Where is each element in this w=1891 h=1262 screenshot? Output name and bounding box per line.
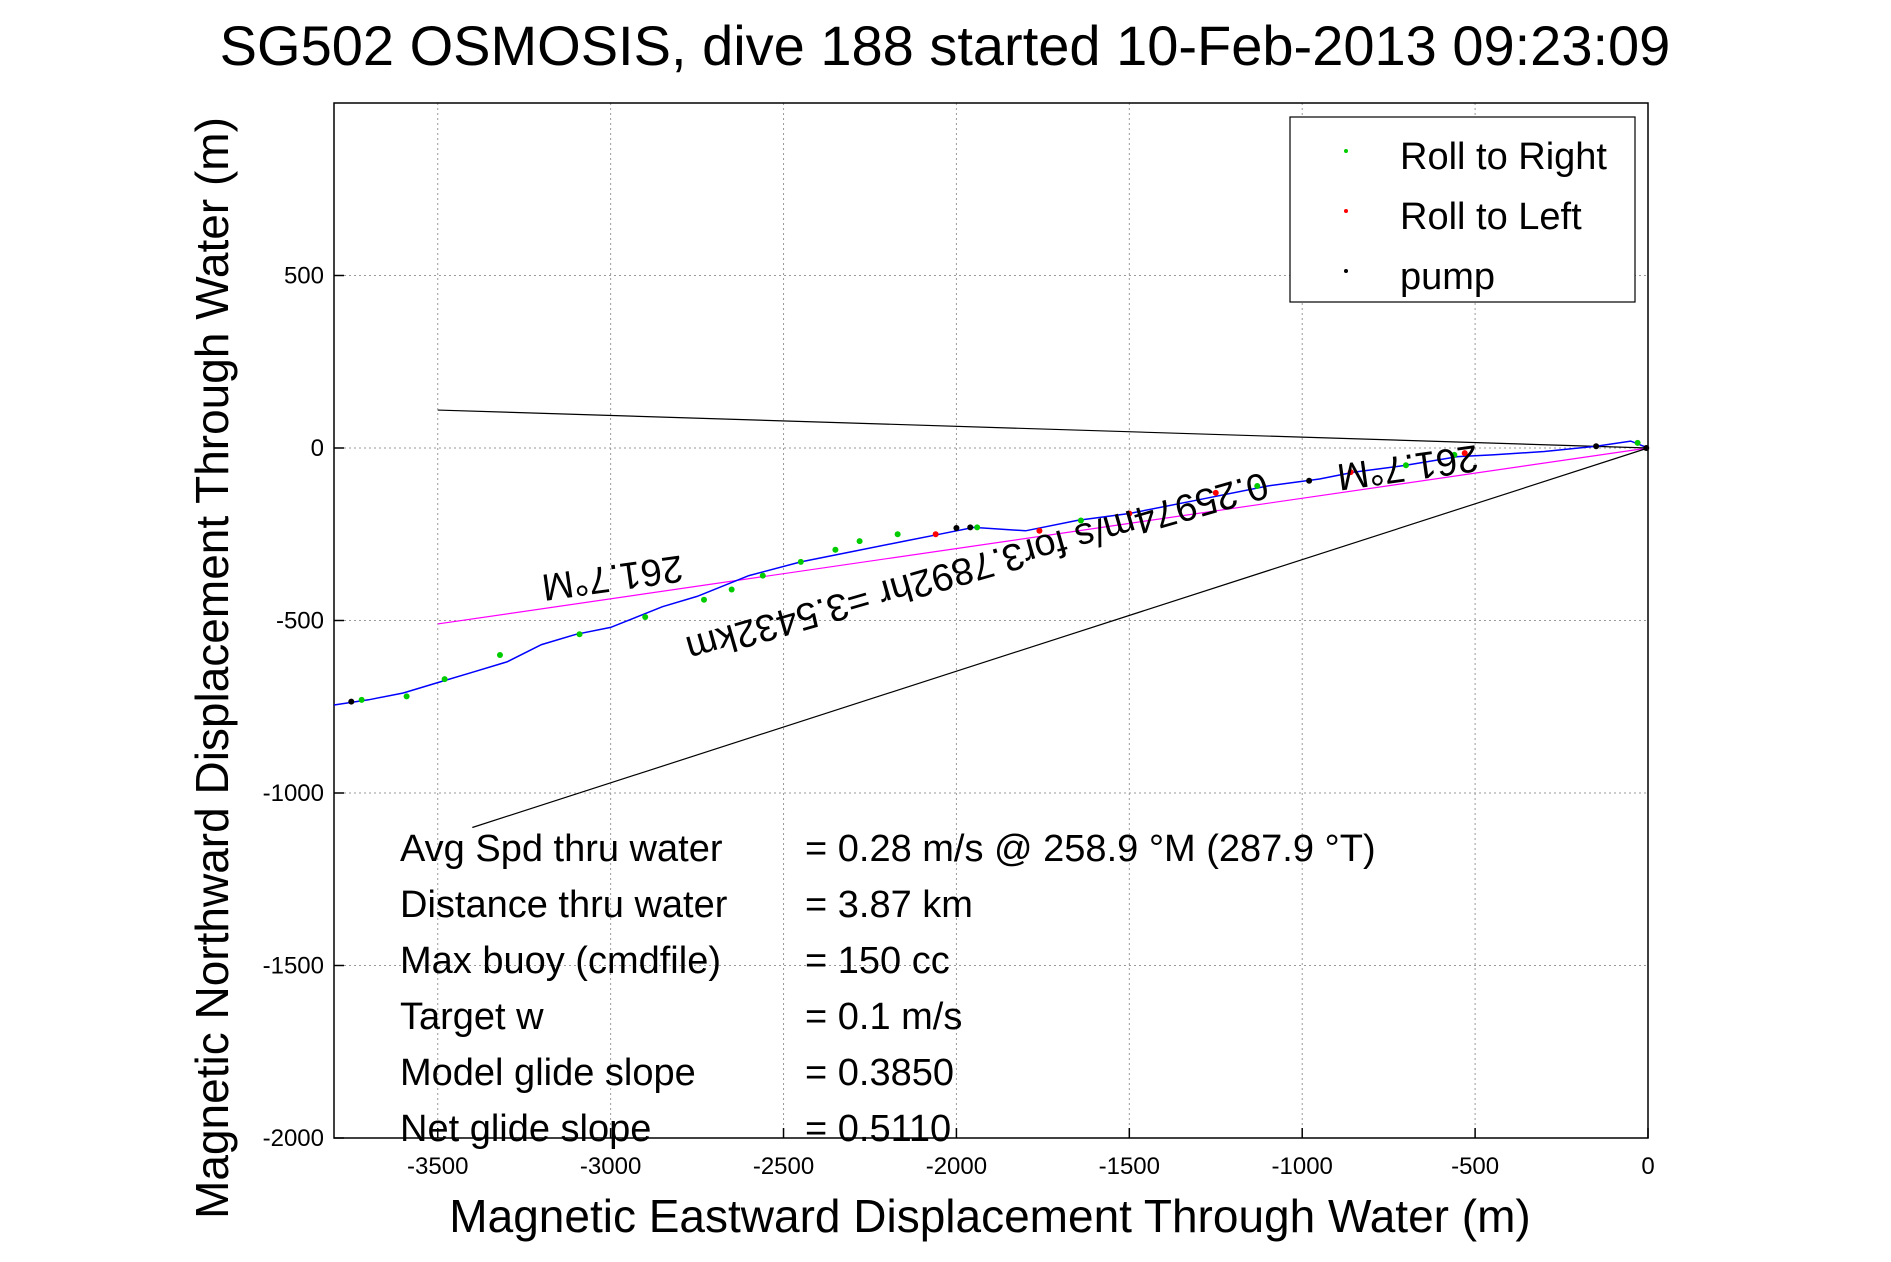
roll-right-point bbox=[728, 586, 735, 593]
heading-label: 261.7°M bbox=[539, 547, 685, 608]
y-tick-label: -1000 bbox=[263, 780, 324, 807]
y-tick-label: -2000 bbox=[263, 1125, 324, 1152]
roll-right-point bbox=[1402, 462, 1409, 469]
annotation-label: Net glide slope bbox=[400, 1108, 651, 1150]
x-tick-label: -2500 bbox=[753, 1153, 814, 1180]
annotation-label: Model glide slope bbox=[400, 1052, 696, 1094]
annotation-label: Target w bbox=[400, 996, 544, 1038]
legend-entry-label: pump bbox=[1400, 256, 1495, 298]
heading-line bbox=[437, 447, 1649, 625]
roll-right-point bbox=[1077, 517, 1084, 524]
roll-right-point bbox=[1634, 439, 1641, 446]
roll-right-point bbox=[403, 693, 410, 700]
annotation-value: = 0.28 m/s @ 258.9 °M (287.9 °T) bbox=[805, 828, 1376, 870]
annotation-label: Max buoy (cmdfile) bbox=[400, 940, 721, 982]
heading-label: 0.2597​4m/s for3.7892hr =3.5432km bbox=[681, 463, 1272, 670]
reference-lines bbox=[437, 409, 1649, 829]
x-axis-label: Magnetic Eastward Displacement Through W… bbox=[449, 1190, 1530, 1242]
roll-right-point bbox=[576, 631, 583, 638]
x-tick-label: -500 bbox=[1451, 1153, 1499, 1180]
annotation-label: Distance thru water bbox=[400, 884, 728, 926]
pump-point bbox=[953, 525, 960, 532]
end-ray-line bbox=[472, 447, 1649, 829]
roll-right-point bbox=[358, 696, 365, 703]
y-axis-ticks: -2000 -1500 -1000 -500 0 500 bbox=[263, 263, 344, 1152]
legend-marker bbox=[1344, 149, 1348, 153]
y-axis-label: Magnetic Northward Displacement Through … bbox=[186, 117, 238, 1219]
legend-marker bbox=[1344, 269, 1348, 273]
roll-left-point bbox=[1347, 469, 1354, 476]
roll-right-point bbox=[1254, 482, 1261, 489]
chart-title: SG502 OSMOSIS, dive 188 started 10-Feb-2… bbox=[220, 14, 1671, 77]
y-tick-label: 0 bbox=[311, 435, 324, 462]
pump-point bbox=[967, 524, 974, 531]
roll-right-point bbox=[832, 546, 839, 553]
x-tick-label: -2000 bbox=[926, 1153, 987, 1180]
roll-left-point bbox=[1212, 489, 1219, 496]
pump-point bbox=[1593, 443, 1600, 450]
x-tick-label: -3000 bbox=[580, 1153, 641, 1180]
dive-track-line bbox=[333, 440, 1649, 706]
pump-point bbox=[1643, 445, 1650, 451]
roll-left-point bbox=[1126, 510, 1133, 517]
legend-marker bbox=[1344, 209, 1348, 213]
annotation-label: Avg Spd thru water bbox=[400, 828, 723, 870]
legend: Roll to Right Roll to Left pump bbox=[1289, 116, 1636, 303]
roll-right-point bbox=[700, 596, 707, 603]
y-tick-label: -1500 bbox=[263, 953, 324, 980]
pump-point bbox=[1306, 477, 1313, 484]
x-axis-ticks: -3500 -3000 -2500 -2000 -1500 -1000 -500 0 bbox=[407, 1128, 1655, 1180]
annotation-value: = 3.87 km bbox=[805, 884, 973, 926]
x-tick-label: -1000 bbox=[1272, 1153, 1333, 1180]
annotation-value: = 0.3850 bbox=[805, 1052, 954, 1094]
pump-point bbox=[348, 698, 355, 705]
roll-left-point bbox=[1461, 450, 1468, 457]
annotation-value: = 150 cc bbox=[805, 940, 950, 982]
roll-left-point bbox=[1036, 527, 1043, 534]
legend-entry-label: Roll to Right bbox=[1400, 136, 1607, 178]
roll-left-point bbox=[932, 531, 939, 538]
roll-right-point bbox=[759, 572, 766, 579]
y-tick-label: 500 bbox=[284, 263, 324, 290]
x-tick-label: -3500 bbox=[407, 1153, 468, 1180]
marker-points bbox=[348, 439, 1650, 705]
x-tick-label: 0 bbox=[1641, 1153, 1654, 1180]
start-ray-line bbox=[437, 409, 1649, 449]
roll-right-point bbox=[856, 538, 863, 545]
annotation-value: = 0.1 m/s bbox=[805, 996, 962, 1038]
heading-label: 261.7°M bbox=[1334, 436, 1480, 497]
heading-labels: 261.7°M0.2597​4m/s for3.7892hr =3.5432km… bbox=[539, 436, 1481, 670]
roll-right-point bbox=[797, 558, 804, 565]
stats-annotations: Avg Spd thru water = 0.28 m/s @ 258.9 °M … bbox=[400, 828, 1376, 1150]
annotation-value: = 0.5110 bbox=[805, 1108, 951, 1150]
x-tick-label: -1500 bbox=[1099, 1153, 1160, 1180]
roll-right-point bbox=[894, 531, 901, 538]
roll-right-point bbox=[496, 652, 503, 658]
roll-right-point bbox=[441, 676, 448, 683]
roll-right-point bbox=[1451, 451, 1458, 458]
legend-entry-label: Roll to Left bbox=[1400, 196, 1582, 238]
roll-right-point bbox=[642, 614, 649, 621]
roll-right-point bbox=[974, 524, 981, 531]
y-tick-label: -500 bbox=[276, 608, 324, 635]
